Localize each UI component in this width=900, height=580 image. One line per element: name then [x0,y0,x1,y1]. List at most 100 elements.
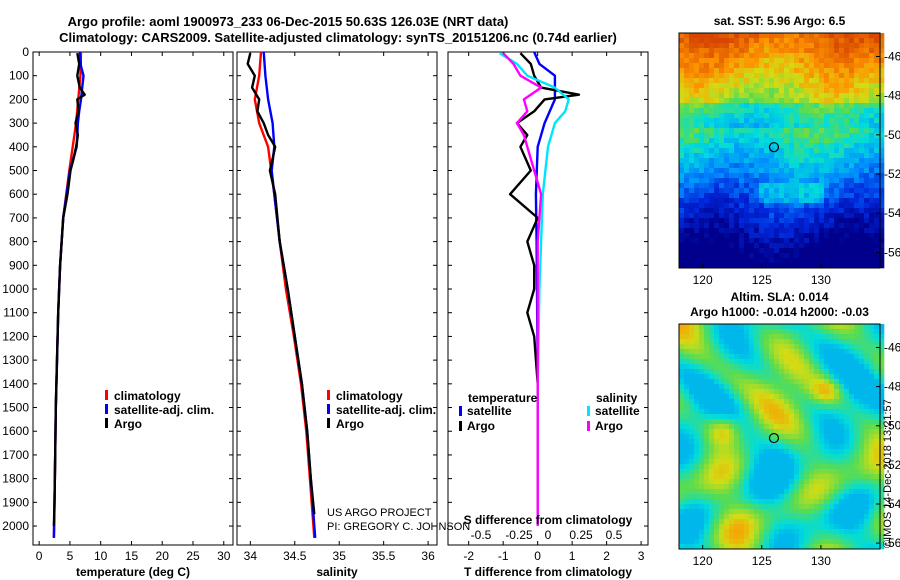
map-cell [824,524,830,530]
map-cell [684,539,690,545]
map-cell [684,208,690,214]
map-cell [859,324,865,330]
map-cell [779,88,785,94]
map-cell [789,48,795,54]
map-cell [869,364,875,370]
map-cell [854,389,860,395]
map-cell [854,248,860,254]
map-cell [734,519,740,525]
map-cell [739,218,745,224]
map-cell [704,524,710,530]
map-cell [879,58,885,64]
map-cell [774,88,780,94]
map-cell [849,489,855,495]
map-cell [794,108,800,114]
map-cell [724,103,730,109]
map-cell [814,324,820,330]
map-cell [794,238,800,244]
map-cell [754,504,760,510]
map-cell [819,63,825,69]
map-cell [809,449,815,455]
map-cell [849,138,855,144]
map-cell [804,253,810,259]
map-cell [744,73,750,79]
map-cell [779,43,785,49]
map-cell [724,359,730,365]
map-cell [754,73,760,79]
map-cell [694,133,700,139]
map-cell [719,118,725,124]
map-cell [734,514,740,520]
map-cell [844,208,850,214]
map-cell [844,354,850,360]
map-cell [834,414,840,420]
map-cell [754,419,760,425]
map-cell [714,38,720,44]
map-cell [799,198,805,204]
map-cell [774,113,780,119]
map-cell [824,138,830,144]
map-cell [769,118,775,124]
map-cell [679,454,685,460]
map-cell [684,203,690,209]
map-cell [839,444,845,450]
map-cell [829,203,835,209]
map-cell [744,504,750,510]
map-cell [869,409,875,415]
map-cell [874,68,880,74]
map-cell [704,183,710,189]
map-cell [714,78,720,84]
map-cell [859,519,865,525]
map-cell [829,168,835,174]
map-cell [814,454,820,460]
map-cell [754,93,760,99]
map-cell [679,354,685,360]
map-cell [754,183,760,189]
map-cell [864,233,870,239]
map-cell [744,83,750,89]
map-cell [744,143,750,149]
map-cell [699,354,705,360]
map-cell [709,168,715,174]
map-cell [769,389,775,395]
map-cell [839,213,845,219]
map-cell [754,384,760,390]
map-cell [824,153,830,159]
map-cell [794,434,800,440]
map-cell [864,324,870,330]
map-cell [779,489,785,495]
map-cell [814,223,820,229]
map-cell [849,93,855,99]
map-cell [804,449,810,455]
map-cell [764,474,770,480]
map-cell [829,544,835,550]
map-cell [859,434,865,440]
map-cell [879,479,885,485]
map-cell [779,138,785,144]
map-cell [844,63,850,69]
map-cell [794,208,800,214]
map-cell [754,123,760,129]
map-cell [754,399,760,405]
map-cell [759,118,765,124]
map-cell [824,168,830,174]
map-cell [694,73,700,79]
map-cell [769,58,775,64]
map-cell [809,33,815,39]
map-cell [779,474,785,480]
difference-frame [447,51,649,546]
map-cell [814,58,820,64]
map-cell [814,208,820,214]
map-cell [829,489,835,495]
map-cell [794,509,800,515]
map-cell [774,514,780,520]
map-cell [789,248,795,254]
map-cell [719,138,725,144]
map-cell [819,88,825,94]
map-cell [814,459,820,465]
map-cell [754,529,760,535]
map-cell [824,519,830,525]
map-cell [764,379,770,385]
map-cell [694,198,700,204]
map-cell [729,394,735,400]
